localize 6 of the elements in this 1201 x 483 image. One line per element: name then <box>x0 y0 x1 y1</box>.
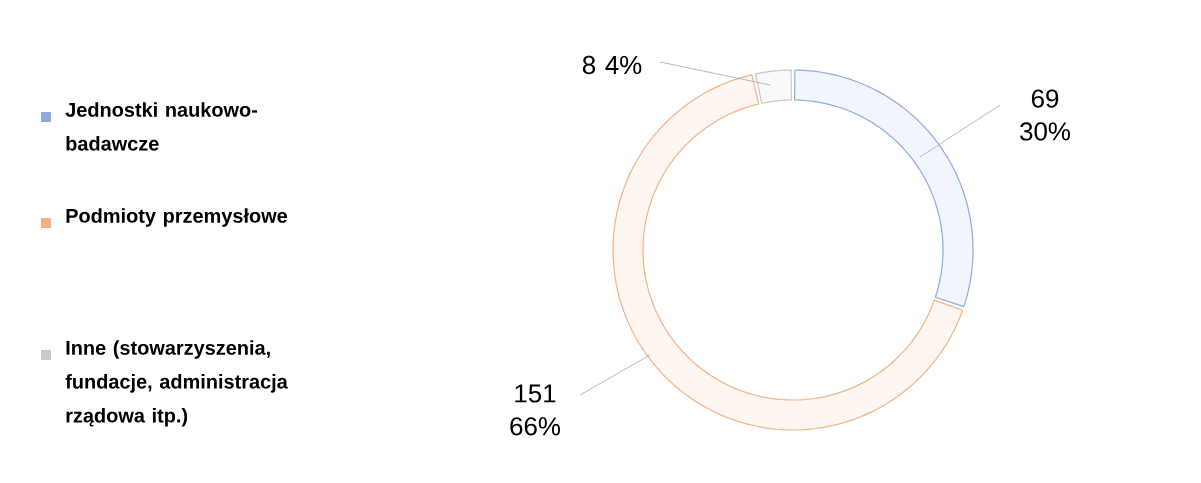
legend-label: Podmioty przemysłowe <box>66 208 288 227</box>
legend-label: Inne (stowarzyszenia, fundacje, administracja rządowa itp.) <box>65 340 288 427</box>
data-label: 8 4% <box>582 55 642 75</box>
data-label: 151 66% <box>510 384 560 436</box>
legend-label: Jednostki naukowo-badawcze <box>65 102 258 151</box>
data-label: 69 30% <box>1020 89 1070 141</box>
